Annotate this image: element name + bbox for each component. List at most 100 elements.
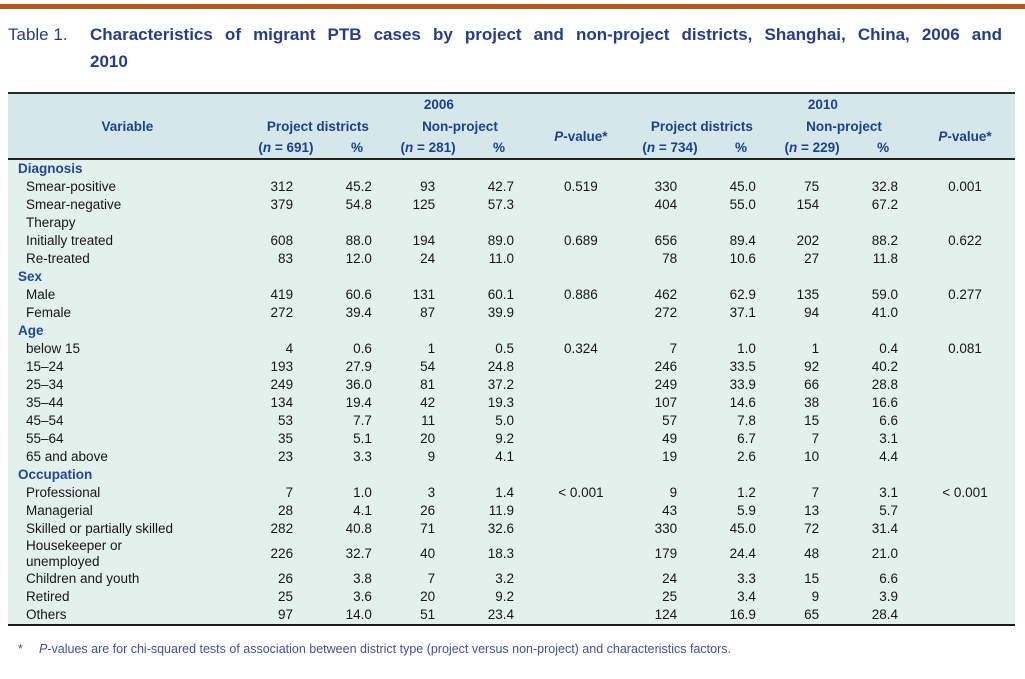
- cell-pvalue-2006: 0.324: [530, 340, 631, 358]
- cell-n-2010-project: 330: [630, 178, 710, 196]
- data-row: Managerial 28 4.1 26 11.9 43 5.9 13 5.7: [8, 502, 1015, 520]
- cell-pct-2010-project: 6.7: [709, 430, 773, 448]
- cell-n-2010-project: 124: [630, 605, 710, 625]
- cell-n-2006-project: 26: [246, 569, 326, 588]
- cell-n-2006-project: [246, 268, 326, 286]
- cell-pct-2010-project: 10.6: [709, 250, 773, 268]
- cell-pct-2006-project: 0.6: [325, 340, 389, 358]
- table-header: Variable 2006 2010 Project districts Non…: [8, 93, 1015, 159]
- cell-pct-2006-nonproject: 11.9: [467, 502, 531, 520]
- cell-pvalue-2010: [915, 358, 1015, 376]
- cell-n-2010-nonproject: 38: [772, 394, 852, 412]
- cell-pct-2010-project: [709, 159, 773, 178]
- cell-n-2006-project: [246, 322, 326, 340]
- cell-pct-2006-project: 36.0: [325, 376, 389, 394]
- row-label: Re-treated: [8, 250, 247, 268]
- cell-n-2010-project: 107: [630, 394, 710, 412]
- section-row: Diagnosis: [8, 159, 1015, 178]
- cell-pct-2006-nonproject: 39.9: [467, 304, 531, 322]
- cell-n-2006-project: 97: [246, 605, 326, 625]
- pvalue-p-symbol: P: [554, 129, 564, 144]
- header-row-counts: (n = 691) % (n = 281) % (n = 734) % (n =…: [8, 137, 1015, 159]
- cell-pvalue-2010: [915, 430, 1015, 448]
- cell-n-2006-nonproject: [388, 159, 468, 178]
- cell-pct-2010-nonproject: [851, 268, 915, 286]
- data-row: Female 272 39.4 87 39.9 272 37.1 94 41.0: [8, 304, 1015, 322]
- data-row: Therapy: [8, 214, 1015, 232]
- table-number-label: Table 1.: [8, 25, 68, 44]
- cell-n-2006-project: 4: [246, 340, 326, 358]
- data-row: Others 97 14.0 51 23.4 124 16.9 65 28.4: [8, 605, 1015, 625]
- cell-pct-2006-nonproject: [467, 322, 531, 340]
- cell-pct-2010-project: 33.5: [709, 358, 773, 376]
- cell-pct-2006-project: 60.6: [325, 286, 389, 304]
- cell-pvalue-2006: 0.886: [530, 286, 631, 304]
- header-n-2010-project: (n = 734): [630, 137, 710, 159]
- cell-pct-2010-project: 37.1: [709, 304, 773, 322]
- cell-n-2006-nonproject: 7: [388, 569, 468, 588]
- n-symbol: n: [646, 140, 656, 155]
- cell-pvalue-2006: [530, 358, 631, 376]
- cell-n-2010-nonproject: 13: [772, 502, 852, 520]
- cell-pct-2006-nonproject: [467, 466, 531, 484]
- cell-n-2006-project: 608: [246, 232, 326, 250]
- cell-n-2010-nonproject: [772, 268, 852, 286]
- cell-pvalue-2006: [530, 322, 631, 340]
- cell-n-2010-project: 25: [630, 587, 710, 606]
- n-count: = 229): [797, 140, 840, 155]
- cell-pct-2006-project: [325, 159, 389, 178]
- cell-n-2010-nonproject: 65: [772, 605, 852, 625]
- cell-pct-2010-project: 5.9: [709, 502, 773, 520]
- cell-pvalue-2010: [915, 412, 1015, 430]
- cell-pvalue-2006: [530, 502, 631, 520]
- cell-n-2006-nonproject: 26: [388, 502, 468, 520]
- cell-pct-2010-project: 3.4: [709, 587, 773, 606]
- data-row: Skilled or partially skilled 282 40.8 71 32.…: [8, 520, 1015, 538]
- data-row: Smear-negative 379 54.8 125 57.3 404 55.0 154 67…: [8, 196, 1015, 214]
- cell-n-2006-nonproject: [388, 268, 468, 286]
- cell-pct-2006-project: 39.4: [325, 304, 389, 322]
- cell-pct-2006-nonproject: 9.2: [467, 587, 531, 606]
- cell-pct-2006-nonproject: 5.0: [467, 412, 531, 430]
- cell-pct-2010-nonproject: 3.1: [851, 430, 915, 448]
- cell-pct-2010-project: 45.0: [709, 178, 773, 196]
- cell-pvalue-2006: [530, 214, 631, 232]
- cell-n-2006-nonproject: 194: [388, 232, 468, 250]
- n-count: = 691): [271, 140, 314, 155]
- cell-n-2006-nonproject: 24: [388, 250, 468, 268]
- header-n-2006-project: (n = 691): [246, 137, 326, 159]
- cell-n-2006-project: [246, 159, 326, 178]
- row-label: Male: [8, 286, 247, 304]
- cell-pct-2006-nonproject: 23.4: [467, 605, 531, 625]
- section-row: Age: [8, 322, 1015, 340]
- row-label: Retired: [8, 587, 247, 606]
- cell-pct-2006-nonproject: 19.3: [467, 394, 531, 412]
- footnote-body: -values are for chi-squared tests of ass…: [47, 641, 731, 656]
- cell-pvalue-2010: [915, 159, 1015, 178]
- cell-n-2006-project: 193: [246, 358, 326, 376]
- cell-pvalue-2010: < 0.001: [915, 484, 1015, 502]
- row-label: Initially treated: [8, 232, 247, 250]
- cell-pct-2010-nonproject: 3.9: [851, 587, 915, 606]
- cell-n-2006-project: 249: [246, 376, 326, 394]
- pvalue-suffix: -value*: [563, 129, 608, 144]
- cell-n-2010-project: [630, 466, 710, 484]
- cell-n-2010-nonproject: 15: [772, 569, 852, 588]
- row-label: Female: [8, 304, 247, 322]
- row-label: Sex: [8, 268, 247, 286]
- cell-n-2006-nonproject: 87: [388, 304, 468, 322]
- cell-pct-2006-project: [325, 466, 389, 484]
- footnote-marker: *: [18, 641, 23, 656]
- cell-n-2010-project: 43: [630, 502, 710, 520]
- cell-pvalue-2010: [915, 322, 1015, 340]
- header-project-2006: Project districts: [246, 115, 389, 137]
- cell-pct-2006-nonproject: [467, 159, 531, 178]
- cell-n-2010-project: 462: [630, 286, 710, 304]
- cell-n-2010-project: 49: [630, 430, 710, 448]
- header-n-2010-nonproject: (n = 229): [772, 137, 852, 159]
- row-label: 15–24: [8, 358, 247, 376]
- cell-n-2006-nonproject: 71: [388, 520, 468, 538]
- cell-n-2010-project: [630, 159, 710, 178]
- footnote-text: P-values are for chi-squared tests of as…: [39, 641, 1015, 657]
- data-row: 15–24 193 27.9 54 24.8 246 33.5 92 40.2: [8, 358, 1015, 376]
